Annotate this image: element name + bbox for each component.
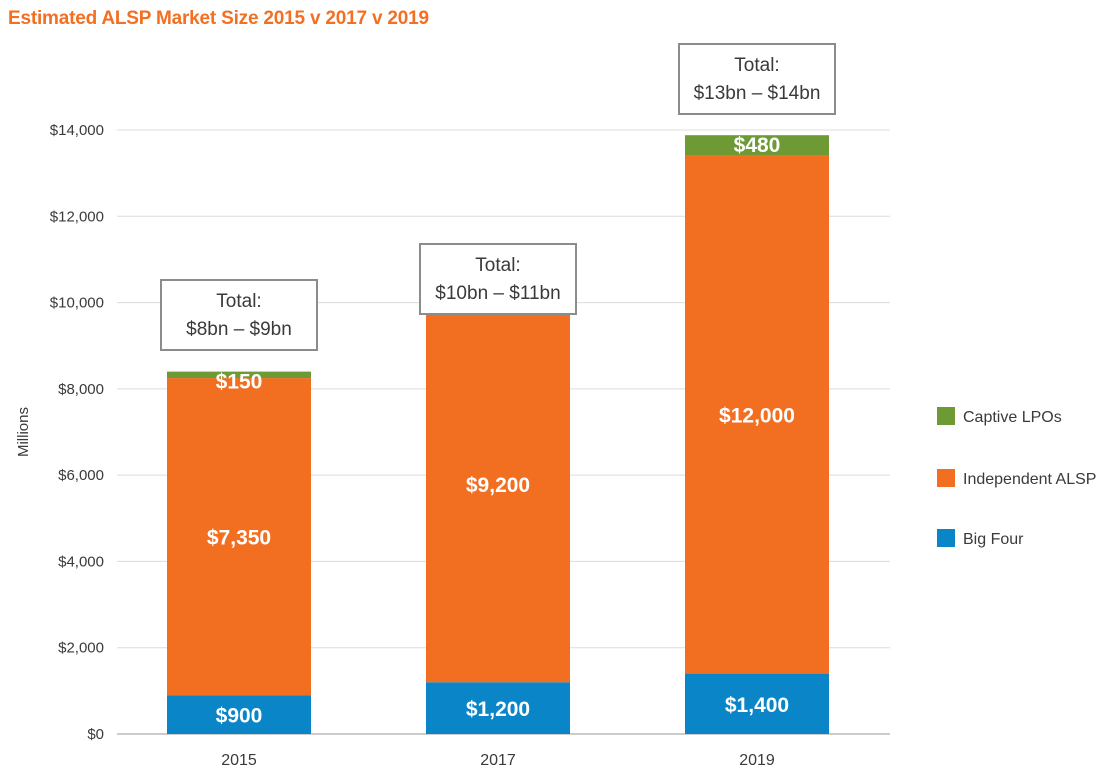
- bar-segment: [426, 285, 570, 683]
- data-label: $7,350: [207, 527, 271, 550]
- x-tick-label: 2019: [739, 752, 775, 769]
- bar-segment: [685, 135, 829, 156]
- bar-segment: [167, 695, 311, 734]
- data-label: $1,400: [725, 694, 789, 717]
- data-label: $900: [216, 705, 263, 728]
- x-tick-label: 2015: [221, 752, 257, 769]
- total-annotation-label: Total:: [734, 55, 779, 76]
- y-tick-label: $2,000: [58, 640, 104, 657]
- data-label: $12,000: [719, 405, 795, 428]
- bar-segment: [167, 371, 311, 379]
- y-axis-label: Millions: [15, 407, 32, 457]
- data-label: $1,200: [466, 698, 530, 721]
- legend-swatch: [937, 529, 955, 547]
- legend-label: Independent ALSP: [963, 471, 1096, 488]
- data-label: $9,200: [466, 474, 530, 497]
- y-tick-label: $12,000: [50, 208, 104, 225]
- legend-swatch: [937, 469, 955, 487]
- y-tick-label: $10,000: [50, 295, 104, 312]
- total-annotation-value: $10bn – $11bn: [435, 283, 560, 304]
- x-tick-label: 2017: [480, 752, 516, 769]
- chart-title: Estimated ALSP Market Size 2015 v 2017 v…: [8, 8, 429, 29]
- y-tick-label: $4,000: [58, 553, 104, 570]
- data-label: $480: [734, 134, 781, 157]
- y-tick-label: $6,000: [58, 467, 104, 484]
- total-annotation-value: $13bn – $14bn: [694, 83, 821, 104]
- total-annotation-value: $8bn – $9bn: [186, 319, 292, 340]
- total-annotation-label: Total:: [216, 291, 261, 312]
- bar-segment: [426, 682, 570, 734]
- y-tick-label: $14,000: [50, 122, 104, 139]
- data-label: $150: [216, 371, 263, 394]
- bar-segment: [167, 378, 311, 696]
- total-annotation-box: [419, 243, 577, 315]
- y-tick-label: $8,000: [58, 381, 104, 398]
- total-annotation-label: Total:: [475, 255, 520, 276]
- legend-label: Big Four: [963, 531, 1024, 548]
- bar-segment: [685, 673, 829, 734]
- y-tick-label: $0: [87, 726, 104, 743]
- bar-segment: [685, 155, 829, 674]
- legend-swatch: [937, 407, 955, 425]
- total-annotation-box: [678, 43, 836, 115]
- total-annotation-box: [160, 279, 318, 351]
- legend-label: Captive LPOs: [963, 409, 1062, 426]
